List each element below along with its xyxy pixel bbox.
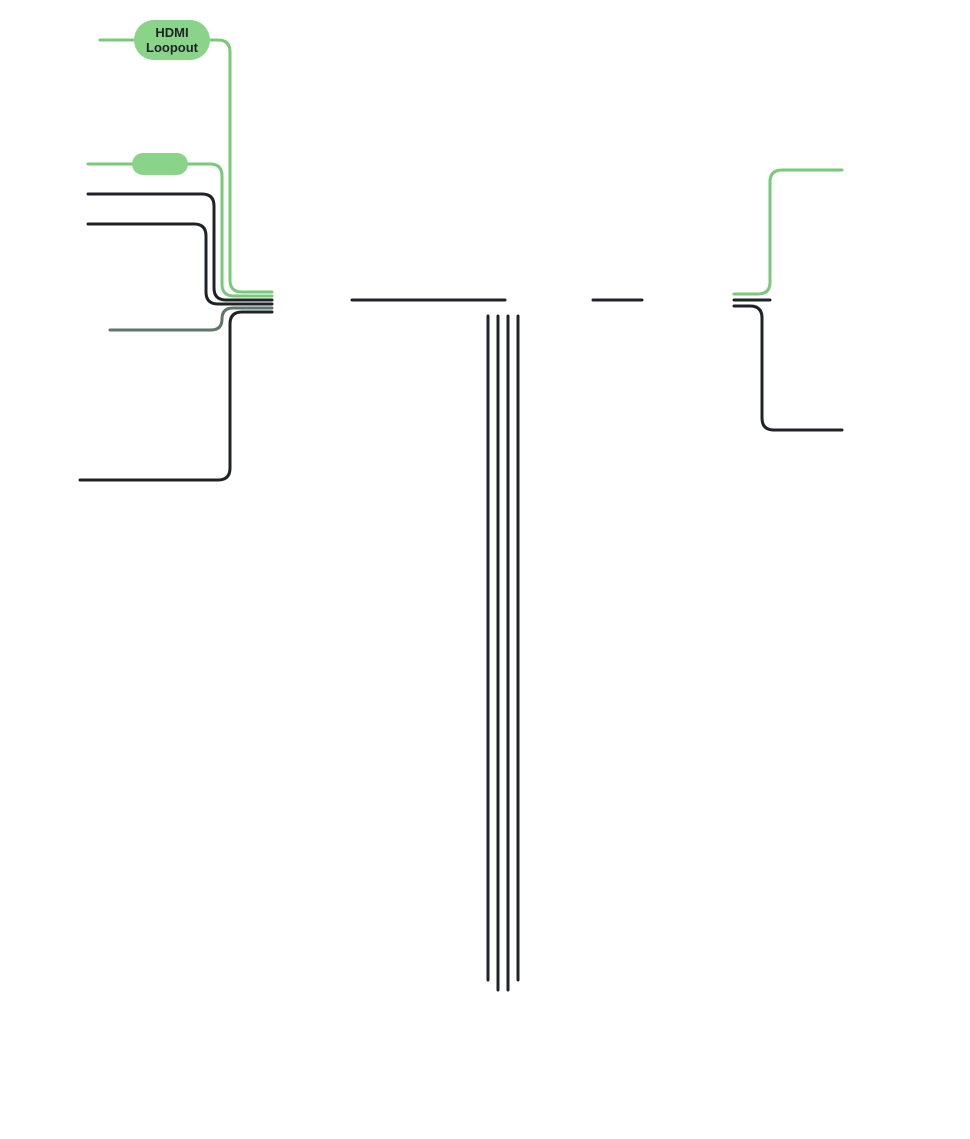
wire-hdmi-1 bbox=[88, 164, 272, 296]
pill-hdmi-1 bbox=[132, 153, 188, 175]
wire-rs232-1 bbox=[88, 194, 272, 300]
wire-ir-1 bbox=[80, 312, 272, 480]
wire-hdmi-out-1 bbox=[734, 170, 842, 294]
wire-usb-out-1 bbox=[734, 306, 842, 430]
